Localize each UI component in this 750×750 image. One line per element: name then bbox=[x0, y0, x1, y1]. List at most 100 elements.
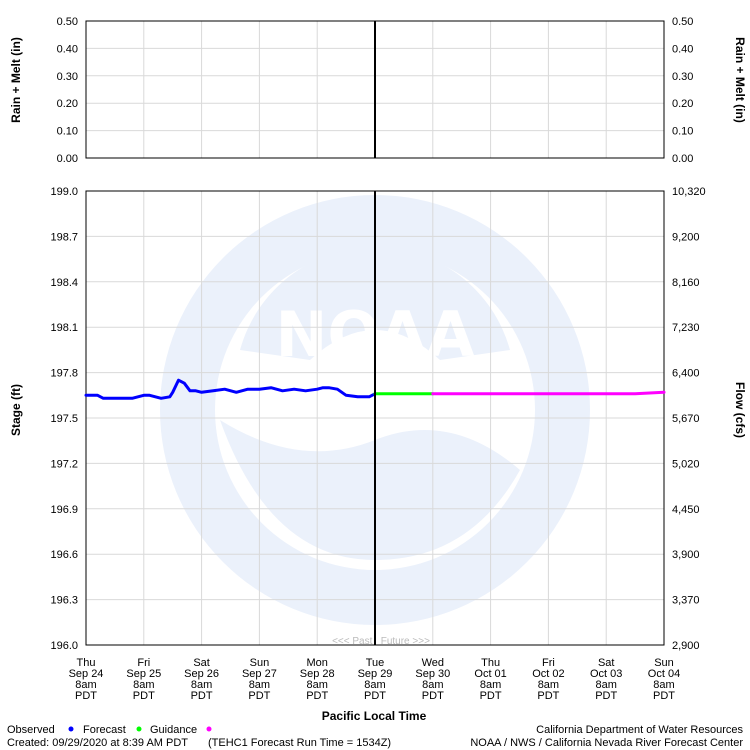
x-tick-label: PDT bbox=[595, 690, 617, 702]
x-tick-label: Sep 26 bbox=[184, 668, 219, 680]
stage-tick-label: 197.2 bbox=[50, 458, 78, 470]
x-tick-label: PDT bbox=[364, 690, 386, 702]
x-tick-label: PDT bbox=[75, 690, 97, 702]
x-tick-label: 8am bbox=[306, 679, 327, 691]
footer-org-nws: NOAA / NWS / California Nevada River For… bbox=[470, 737, 743, 749]
flow-tick-label: 2,900 bbox=[672, 640, 700, 652]
stage-tick-label: 198.7 bbox=[50, 231, 78, 243]
x-tick-label: PDT bbox=[537, 690, 559, 702]
x-tick-label: PDT bbox=[191, 690, 213, 702]
x-tick-label: 8am bbox=[75, 679, 96, 691]
x-tick-label: PDT bbox=[248, 690, 270, 702]
x-tick-label: Oct 04 bbox=[648, 668, 680, 680]
footer-org-dwr: California Department of Water Resources bbox=[536, 724, 743, 736]
flow-tick-label: 6,400 bbox=[672, 368, 700, 380]
legend-forecast-marker bbox=[136, 726, 142, 732]
x-axis-label: Pacific Local Time bbox=[322, 709, 427, 723]
top-left-tick-label: 0.00 bbox=[57, 153, 78, 165]
x-tick-label: 8am bbox=[538, 679, 559, 691]
legend-guidance-marker bbox=[206, 726, 212, 732]
series-guidance-line bbox=[431, 390, 666, 396]
x-tick-label: Thu bbox=[77, 657, 96, 669]
flow-tick-label: 3,900 bbox=[672, 549, 700, 561]
top-right-tick-label: 0.00 bbox=[672, 153, 693, 165]
x-tick-label: 8am bbox=[249, 679, 270, 691]
x-tick-label: 8am bbox=[653, 679, 674, 691]
x-tick-label: PDT bbox=[422, 690, 444, 702]
x-tick-label: Sat bbox=[193, 657, 210, 669]
flow-tick-label: 8,160 bbox=[672, 277, 700, 289]
top-left-tick-label: 0.30 bbox=[57, 71, 78, 83]
x-tick-label: Oct 02 bbox=[532, 668, 564, 680]
x-tick-label: Sep 27 bbox=[242, 668, 277, 680]
x-tick-label: Oct 03 bbox=[590, 668, 622, 680]
x-tick-label: Sun bbox=[250, 657, 270, 669]
flow-tick-label: 9,200 bbox=[672, 231, 700, 243]
x-tick-label: Oct 01 bbox=[474, 668, 506, 680]
x-tick-label: Tue bbox=[366, 657, 385, 669]
x-tick-label: 8am bbox=[595, 679, 616, 691]
top-right-tick-label: 0.50 bbox=[672, 16, 693, 28]
flow-tick-label: 5,670 bbox=[672, 413, 700, 425]
legend: Observed Forecast Guidance bbox=[7, 724, 212, 736]
series-observed-line bbox=[84, 378, 377, 400]
stage-tick-label: 198.4 bbox=[50, 277, 78, 289]
x-tick-label: Mon bbox=[306, 657, 327, 669]
x-tick-label: Sep 24 bbox=[69, 668, 104, 680]
x-tick-label: Fri bbox=[137, 657, 150, 669]
stage-tick-label: 196.0 bbox=[50, 640, 78, 652]
flow-tick-label: 3,370 bbox=[672, 595, 700, 607]
top-right-tick-label: 0.20 bbox=[672, 98, 693, 110]
x-tick-label: Sep 29 bbox=[358, 668, 393, 680]
flow-tick-label: 7,230 bbox=[672, 322, 700, 334]
x-tick-label: Sep 28 bbox=[300, 668, 335, 680]
x-tick-label: PDT bbox=[653, 690, 675, 702]
flow-tick-label: 10,320 bbox=[672, 186, 706, 198]
stage-tick-label: 198.1 bbox=[50, 322, 78, 334]
stage-tick-label: 197.8 bbox=[50, 368, 78, 380]
x-tick-label: Sun bbox=[654, 657, 674, 669]
top-left-tick-label: 0.20 bbox=[57, 98, 78, 110]
x-tick-label: PDT bbox=[480, 690, 502, 702]
x-tick-label: Fri bbox=[542, 657, 555, 669]
top-left-tick-label: 0.50 bbox=[57, 16, 78, 28]
x-tick-label: 8am bbox=[480, 679, 501, 691]
top-left-tick-label: 0.40 bbox=[57, 43, 78, 55]
stage-tick-label: 199.0 bbox=[50, 186, 78, 198]
stage-tick-label: 197.5 bbox=[50, 413, 78, 425]
x-tick-label: PDT bbox=[306, 690, 328, 702]
series-layer bbox=[84, 378, 666, 400]
stage-tick-label: 196.3 bbox=[50, 595, 78, 607]
stage-ylabel: Stage (ft) bbox=[9, 384, 23, 436]
legend-observed-marker bbox=[68, 726, 74, 732]
x-tick-label: 8am bbox=[364, 679, 385, 691]
x-tick-label: 8am bbox=[422, 679, 443, 691]
top-left-tick-label: 0.10 bbox=[57, 126, 78, 138]
legend-observed-label: Observed bbox=[7, 724, 55, 736]
top-right-tick-label: 0.40 bbox=[672, 43, 693, 55]
flow-ylabel: Flow (cfs) bbox=[733, 382, 747, 438]
footer-created: Created: 09/29/2020 at 8:39 AM PDT bbox=[7, 737, 188, 749]
x-tick-label: 8am bbox=[133, 679, 154, 691]
stage-tick-label: 196.9 bbox=[50, 504, 78, 516]
x-tick-label: Thu bbox=[481, 657, 500, 669]
x-tick-label: Sep 25 bbox=[126, 668, 161, 680]
footer-run-time: (TEHC1 Forecast Run Time = 1534Z) bbox=[208, 737, 391, 749]
top-left-ylabel: Rain + Melt (in) bbox=[9, 37, 23, 123]
top-right-tick-label: 0.30 bbox=[672, 71, 693, 83]
x-tick-label: Sat bbox=[598, 657, 615, 669]
flow-tick-label: 5,020 bbox=[672, 458, 700, 470]
legend-forecast-label: Forecast bbox=[83, 724, 126, 736]
x-tick-label: PDT bbox=[133, 690, 155, 702]
stage-tick-label: 196.6 bbox=[50, 549, 78, 561]
noaa-watermark: NOAA NATIONAL OCEANIC AND ATMOSPHERIC AD… bbox=[0, 0, 590, 627]
x-tick-label: Wed bbox=[422, 657, 444, 669]
past-future-label: <<< Past Future >>> bbox=[332, 636, 430, 647]
top-right-tick-label: 0.10 bbox=[672, 126, 693, 138]
watermark-gull-shape bbox=[220, 420, 520, 560]
x-tick-label: Sep 30 bbox=[415, 668, 450, 680]
x-tick-label: 8am bbox=[191, 679, 212, 691]
top-right-ylabel: Rain + Melt (in) bbox=[733, 37, 747, 123]
legend-guidance-label: Guidance bbox=[150, 724, 197, 736]
